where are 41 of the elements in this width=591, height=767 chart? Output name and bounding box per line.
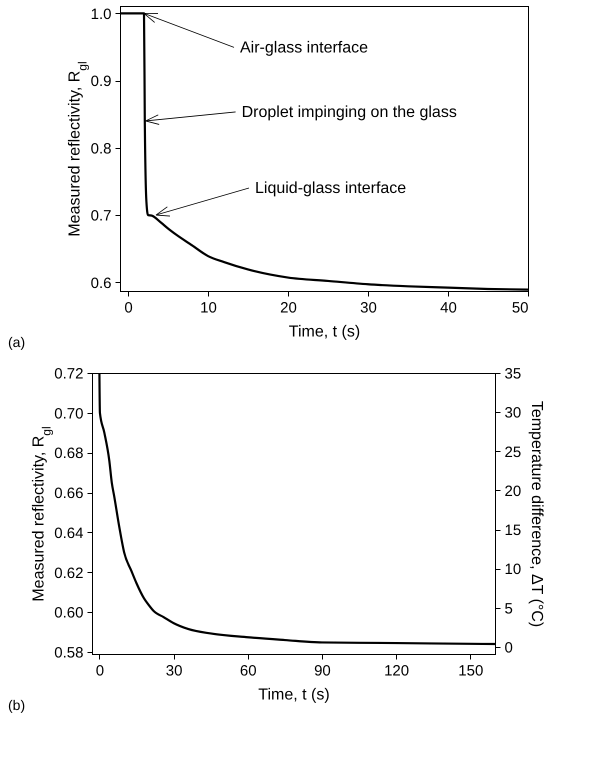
x-tick-label: 90 — [314, 662, 331, 680]
text: (b) — [8, 697, 26, 713]
y-tick-label: 0.9 — [90, 73, 112, 90]
y-tick-label: 0.6 — [90, 274, 112, 292]
y2-tick-label: 35 — [504, 366, 522, 382]
annotation: Droplet impinging on the glass — [242, 104, 457, 121]
y2-tick-label: 30 — [504, 404, 522, 422]
y2-tick-label: 10 — [504, 561, 522, 578]
y-tick-label: 0.70 — [54, 405, 84, 422]
text: (a) — [8, 334, 26, 350]
y2-axis-title: Temperature difference, ΔT (°C) — [528, 400, 546, 628]
x-tick-label: 60 — [240, 662, 257, 680]
annotation: Air-glass interface — [240, 39, 368, 56]
y-tick-label: 0.8 — [90, 140, 112, 158]
annotation: Liquid-glass interface — [255, 180, 406, 198]
y-tick-label: 0.72 — [54, 366, 84, 382]
y-tick-label: 0.66 — [54, 485, 84, 502]
y2-tick-label: 20 — [504, 482, 522, 500]
y2-tick-label: 25 — [504, 444, 522, 461]
x-tick-label: 20 — [280, 300, 297, 316]
x-axis-title: Time, t (s) — [258, 686, 330, 704]
x-tick-label: 30 — [360, 300, 377, 316]
y-tick-label: 0.60 — [54, 604, 84, 622]
x-tick-label: 120 — [384, 662, 410, 680]
x-tick-label: 0 — [96, 662, 104, 680]
x-tick-label: 10 — [200, 300, 217, 316]
y2-tick-label: 0 — [504, 639, 513, 656]
y-tick-label: 0.58 — [54, 644, 84, 662]
y-tick-label: 0.62 — [54, 564, 84, 582]
y-tick-label: 1.0 — [90, 6, 112, 23]
y-tick-label: 0.64 — [54, 524, 84, 542]
x-tick-label: 50 — [512, 300, 528, 316]
x-tick-label: 40 — [440, 300, 457, 316]
x-tick-label: 0 — [124, 300, 133, 316]
y2-tick-label: 15 — [504, 522, 522, 540]
y-tick-label: 0.7 — [90, 208, 112, 225]
x-axis-title: Time, t (s) — [288, 324, 360, 340]
x-tick-label: 30 — [166, 662, 182, 680]
y-tick-label: 0.68 — [54, 445, 84, 462]
x-tick-label: 150 — [458, 662, 484, 680]
y2-tick-label: 5 — [504, 600, 513, 618]
